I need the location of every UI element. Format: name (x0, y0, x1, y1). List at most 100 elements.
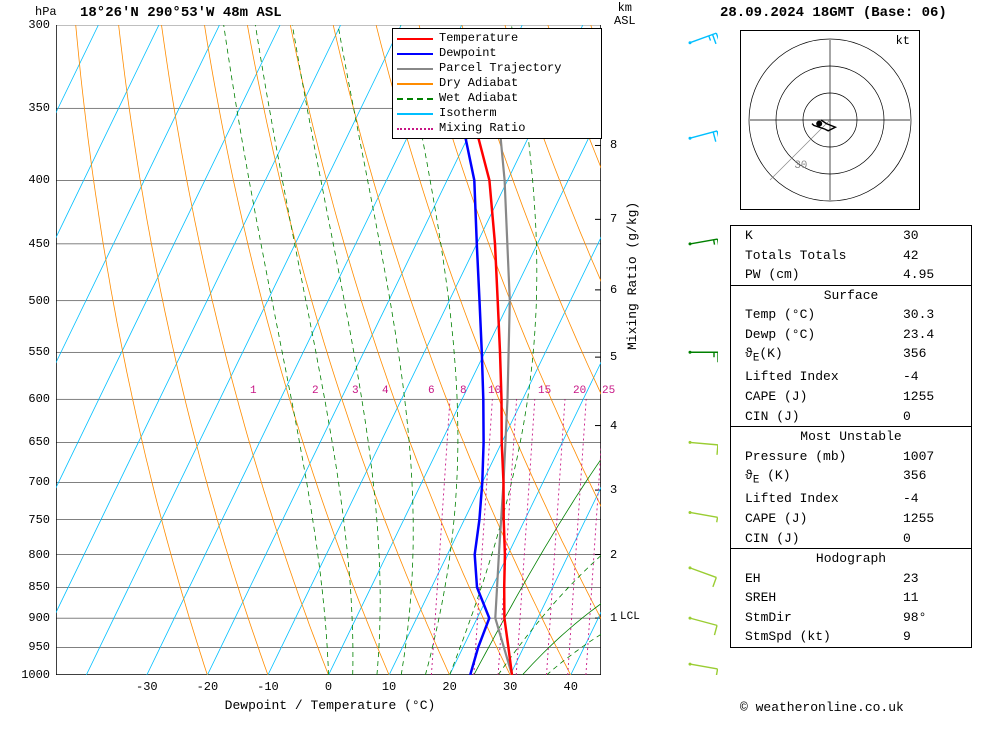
ytick-pressure: 450 (10, 237, 50, 251)
wind-barb-column (678, 25, 718, 675)
title-datetime: 28.09.2024 18GMT (Base: 06) (720, 5, 947, 21)
svg-text:30: 30 (794, 160, 807, 172)
index-value: 1255 (903, 388, 963, 406)
hodograph-plot: kt 30 (740, 30, 920, 210)
ytick-km: 5 (610, 350, 617, 364)
index-key: ϑE (K) (745, 467, 903, 488)
ytick-pressure: 500 (10, 294, 50, 308)
mixing-ratio-label: 15 (538, 385, 551, 397)
index-value: 23.4 (903, 326, 963, 344)
legend-row: Dry Adiabat (397, 76, 597, 91)
index-value: 1007 (903, 448, 963, 466)
index-row: CIN (J)0 (731, 407, 971, 427)
index-key: CAPE (J) (745, 388, 903, 406)
mixing-ratio-label: 1 (250, 385, 257, 397)
legend-swatch (397, 53, 433, 55)
legend-label: Parcel Trajectory (439, 61, 561, 76)
index-value: 30 (903, 227, 963, 245)
index-row: StmDir98° (731, 608, 971, 628)
title-location: 18°26'N 290°53'W 48m ASL (80, 5, 282, 21)
index-row: Lifted Index-4 (731, 489, 971, 509)
index-row: Temp (°C)30.3 (731, 305, 971, 325)
index-key: SREH (745, 589, 903, 607)
ytick-km: 8 (610, 138, 617, 152)
mixing-ratio-label: 4 (382, 385, 389, 397)
legend-row: Parcel Trajectory (397, 61, 597, 76)
index-value: 0 (903, 530, 963, 548)
index-value: 1255 (903, 510, 963, 528)
index-value: 4.95 (903, 266, 963, 284)
legend-swatch (397, 83, 433, 85)
index-row: PW (cm)4.95 (731, 265, 971, 285)
index-key: CAPE (J) (745, 510, 903, 528)
xtick-temp: -30 (127, 680, 167, 694)
mixing-ratio-label: 20 (573, 385, 586, 397)
ytick-pressure: 800 (10, 548, 50, 562)
index-row: Pressure (mb)1007 (731, 447, 971, 467)
svg-text:kt: kt (896, 34, 910, 48)
mixing-ratio-label: 2 (312, 385, 319, 397)
ytick-km: 1 (610, 611, 617, 625)
xtick-temp: 30 (490, 680, 530, 694)
index-row: Totals Totals42 (731, 246, 971, 266)
xtick-temp: 10 (369, 680, 409, 694)
index-row: SREH11 (731, 588, 971, 608)
index-row: StmSpd (kt)9 (731, 627, 971, 647)
index-value: 356 (903, 345, 963, 366)
index-value: 23 (903, 570, 963, 588)
legend-label: Isotherm (439, 106, 497, 121)
ytick-pressure: 700 (10, 475, 50, 489)
mixing-ratio-label: 8 (460, 385, 467, 397)
index-key: EH (745, 570, 903, 588)
mixing-ratio-label: 6 (428, 385, 435, 397)
index-key: CIN (J) (745, 408, 903, 426)
index-value: 356 (903, 467, 963, 488)
legend-label: Dry Adiabat (439, 76, 518, 91)
ytick-pressure: 300 (10, 18, 50, 32)
index-row: ϑE (K)356 (731, 466, 971, 489)
ytick-pressure: 1000 (10, 668, 50, 682)
ytick-km: 7 (610, 212, 617, 226)
index-key: Lifted Index (745, 368, 903, 386)
root: hPa 18°26'N 290°53'W 48m ASL kmASL 28.09… (0, 0, 1000, 733)
ytick-pressure: 750 (10, 513, 50, 527)
index-row: CIN (J)0 (731, 529, 971, 549)
ytick-km: 6 (610, 283, 617, 297)
mixing-ratio-label: 10 (488, 385, 501, 397)
index-value: 42 (903, 247, 963, 265)
copyright-text: © weatheronline.co.uk (740, 700, 904, 715)
ytick-pressure: 400 (10, 173, 50, 187)
index-key: Lifted Index (745, 490, 903, 508)
index-row: EH23 (731, 569, 971, 589)
index-value: 11 (903, 589, 963, 607)
mixing-ratio-label: 3 (352, 385, 359, 397)
km-asl-label: kmASL (614, 2, 636, 28)
index-key: PW (cm) (745, 266, 903, 284)
hpa-label: hPa (35, 5, 57, 19)
xtick-temp: -10 (248, 680, 288, 694)
index-key: Totals Totals (745, 247, 903, 265)
index-row: CAPE (J)1255 (731, 509, 971, 529)
index-value: 9 (903, 628, 963, 646)
index-key: Dewp (°C) (745, 326, 903, 344)
legend-swatch (397, 113, 433, 115)
ytick-pressure: 600 (10, 392, 50, 406)
legend-row: Dewpoint (397, 46, 597, 61)
ytick-km: 4 (610, 419, 617, 433)
ytick-pressure: 650 (10, 435, 50, 449)
index-value: 0 (903, 408, 963, 426)
legend-row: Isotherm (397, 106, 597, 121)
index-key: K (745, 227, 903, 245)
index-row: ϑE(K)356 (731, 344, 971, 367)
xtick-temp: 20 (430, 680, 470, 694)
xtick-temp: -20 (187, 680, 227, 694)
index-row: Lifted Index-4 (731, 367, 971, 387)
index-key: CIN (J) (745, 530, 903, 548)
index-key: Pressure (mb) (745, 448, 903, 466)
legend-label: Wet Adiabat (439, 91, 518, 106)
y2-axis-label: Mixing Ratio (g/kg) (625, 202, 640, 350)
xtick-temp: 40 (551, 680, 591, 694)
legend-swatch (397, 128, 433, 130)
index-section-header: Hodograph (731, 549, 971, 569)
legend-swatch (397, 68, 433, 70)
